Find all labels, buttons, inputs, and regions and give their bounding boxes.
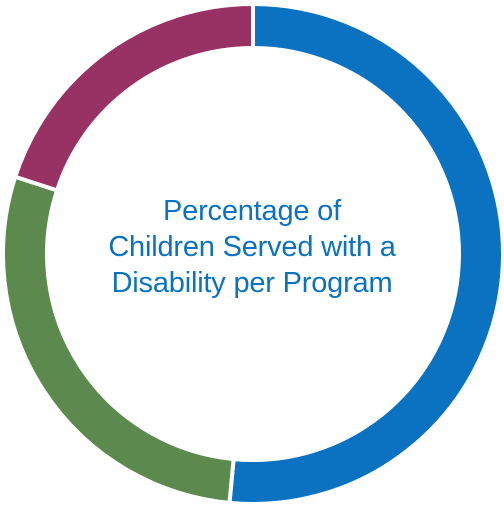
chart-title-line-2: Children Served with a — [108, 231, 396, 263]
chart-title: Percentage of Children Served with a Dis… — [82, 193, 422, 301]
chart-title-line-1: Percentage of — [163, 195, 341, 227]
donut-slice-3 — [12, 1, 255, 193]
chart-title-line-3: Disability per Program — [111, 267, 393, 299]
donut-slice-1 — [227, 1, 504, 506]
